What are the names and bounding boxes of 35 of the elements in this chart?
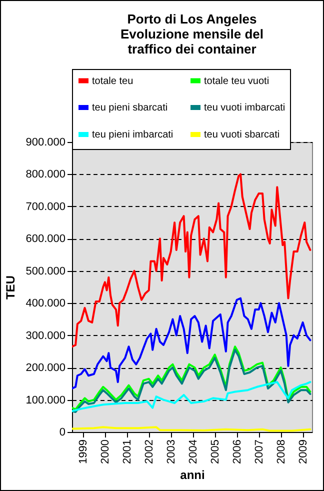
y-tick-label: 100.000 [26,394,66,406]
x-tick-label: 2000 [99,440,112,464]
y-tick-label: 0 [59,426,66,438]
legend-label: totale teu [92,76,134,87]
x-tick-label: 2004 [187,440,200,464]
y-tick-label: 900.000 [26,136,66,148]
x-tick-label: 2006 [231,440,244,464]
y-tick-label: 600.000 [26,233,66,246]
x-tick-label: 2008 [275,440,288,464]
x-tick-label: 2005 [209,440,222,464]
y-tick-label: 800.000 [26,168,66,181]
legend-label: teu pieni imbarcati [92,130,174,140]
x-tick-label: 2003 [165,440,178,464]
y-tick-label: 400.000 [26,298,66,310]
x-tick-label: 2007 [253,440,266,464]
y-tick-label: 700.000 [26,200,66,213]
line-series [72,173,312,348]
legend-label: teu vuoti imbarcati [204,102,286,114]
y-axis-title: TEU [4,276,18,300]
x-axis-title: anni [180,468,205,482]
y-tick-label: 300.000 [26,330,66,342]
legend-label: totale teu vuoti [204,76,270,87]
x-tick-label: 2001 [121,440,134,464]
y-tick-label: 200.000 [26,362,66,374]
x-tick-label: 2009 [297,440,310,464]
legend-label: teu pieni sbarcati [92,102,168,114]
legend-label: teu vuoti sbarcati [204,130,280,140]
line-series [72,297,312,390]
x-tick-label: 2002 [143,440,156,464]
text: Porto di Los Angeles [127,12,257,26]
x-tick-label: 1999 [77,440,90,464]
text: traffico dei container [128,42,256,56]
y-tick-label: 500.000 [26,265,66,278]
text: Evoluzione mensile del [120,26,264,42]
line-series [72,381,312,412]
